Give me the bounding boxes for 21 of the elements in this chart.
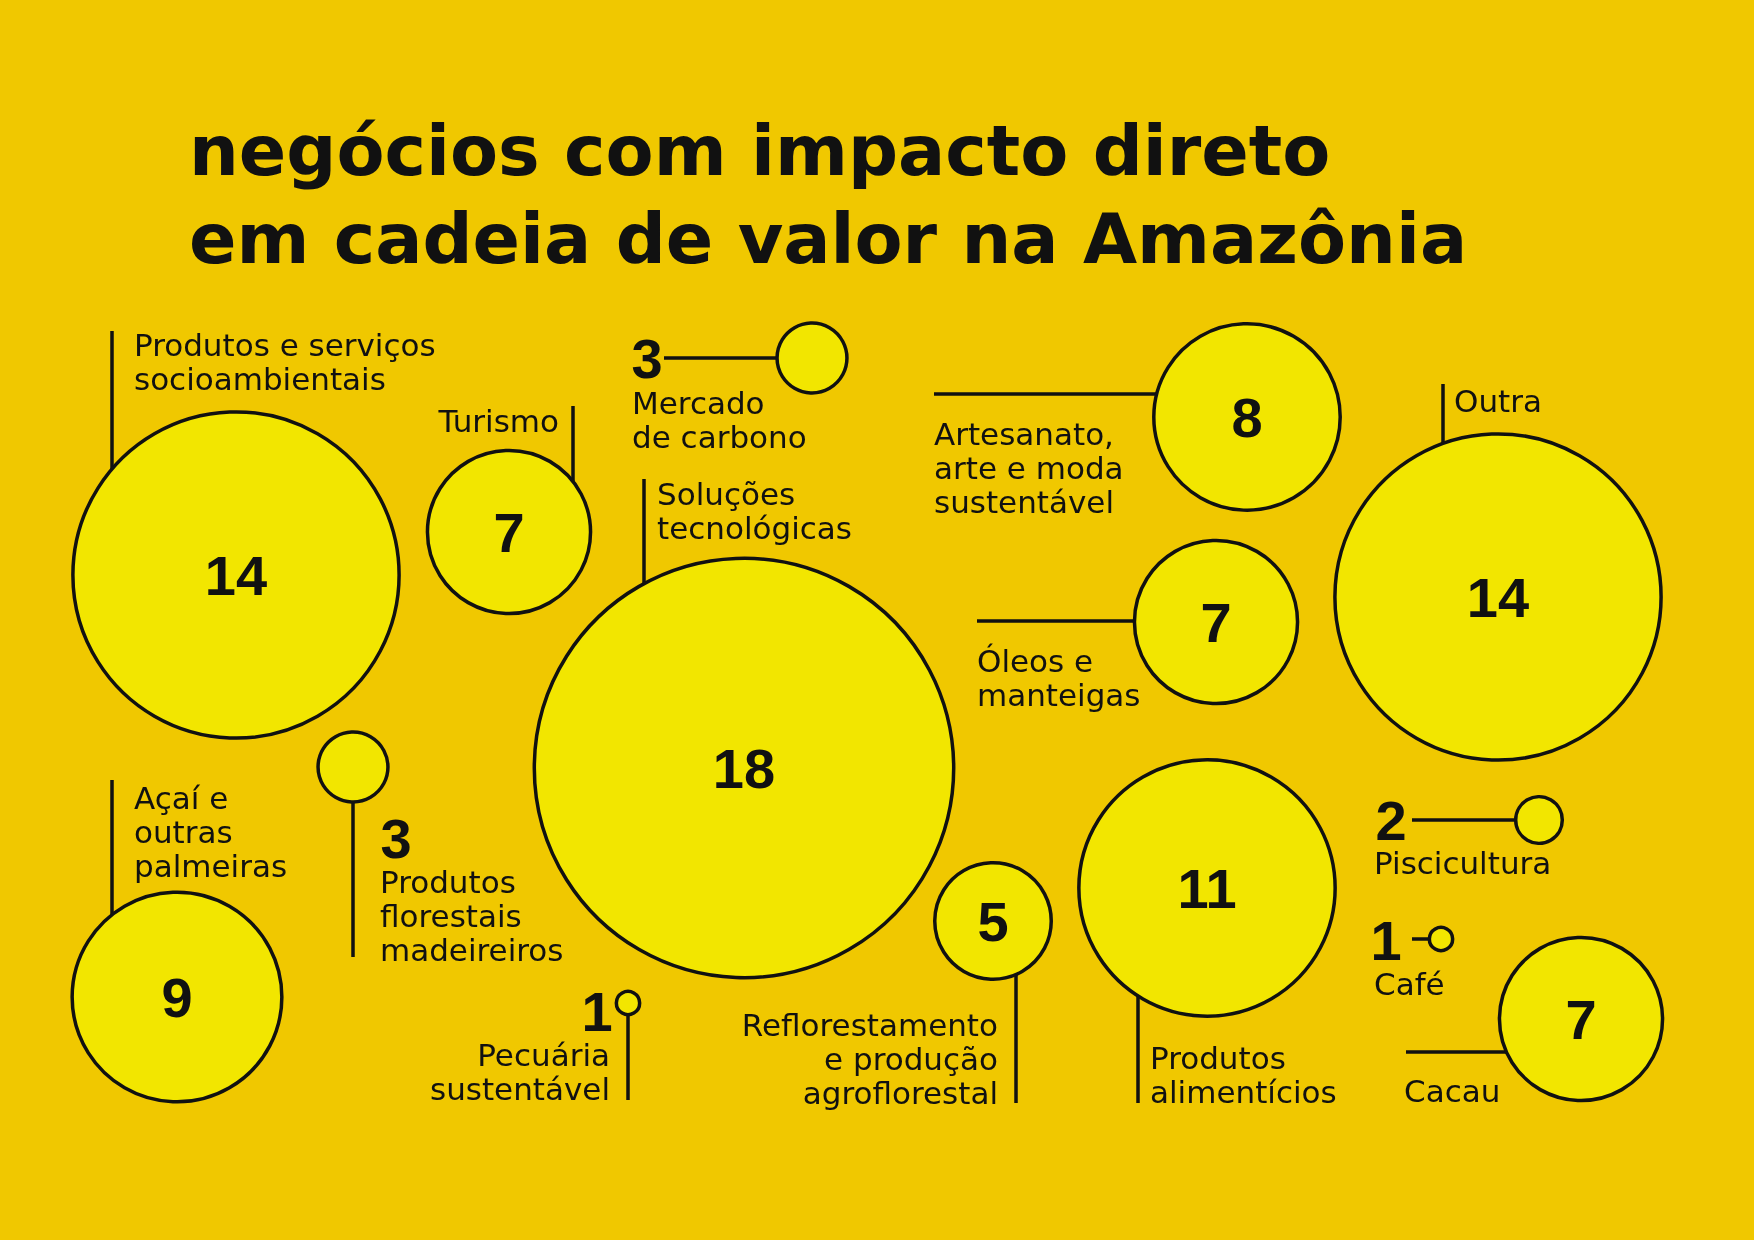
category-label: Outra xyxy=(1454,383,1542,419)
data-label: 5 xyxy=(977,889,1009,953)
category-label: Soluções tecnológicas xyxy=(657,476,852,546)
category-label: Reflorestamento e produção agroflorestal xyxy=(741,1007,998,1111)
category-label: Artesanato, arte e moda sustentável xyxy=(934,416,1124,520)
data-label: 18 xyxy=(712,736,776,800)
category-label: Produtos e serviços socioambientais xyxy=(134,327,436,397)
data-label: 14 xyxy=(1466,565,1530,629)
data-label: 11 xyxy=(1177,856,1237,920)
category-label: Cacau xyxy=(1404,1073,1501,1109)
category-label: Óleos e manteigas xyxy=(977,643,1141,713)
data-label: 7 xyxy=(1565,987,1597,1051)
data-label: 7 xyxy=(1200,590,1232,654)
data-label: 9 xyxy=(161,965,193,1029)
category-label: Açaí e outras palmeiras xyxy=(134,780,288,884)
category-label: Produtos alimentícios xyxy=(1150,1040,1337,1110)
data-label: 8 xyxy=(1231,385,1263,449)
text: negócios com impacto direto em cadeia de valor na Amazônia xyxy=(189,110,1468,280)
data-label: 14 xyxy=(204,543,268,607)
category-label: Turismo xyxy=(437,403,559,439)
data-label: 7 xyxy=(493,500,525,564)
